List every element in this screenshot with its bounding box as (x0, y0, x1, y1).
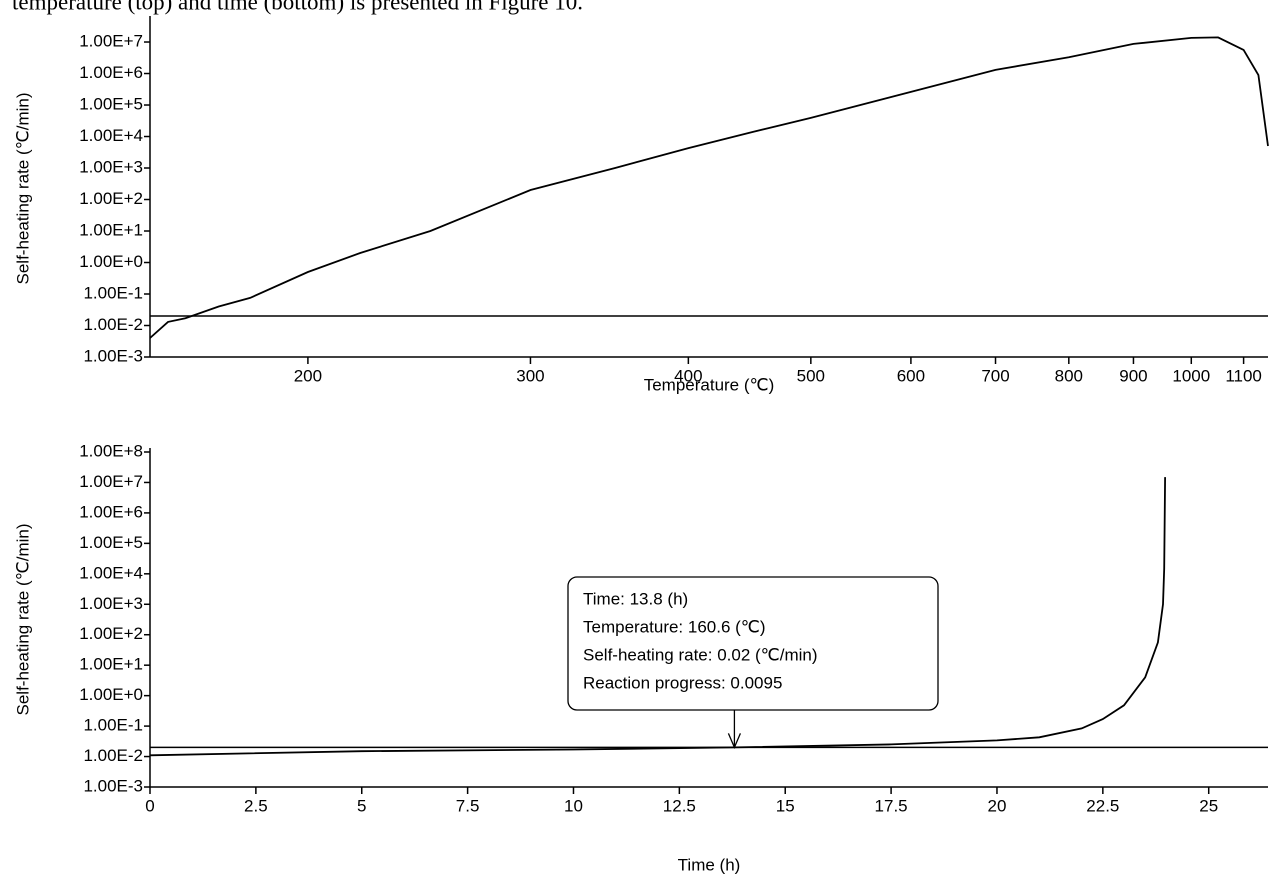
y-tick-label: 1.00E+2 (79, 624, 143, 643)
y-tick-label: 1.00E-1 (83, 716, 143, 735)
x-tick-label: 600 (897, 366, 925, 385)
y-tick-label: 1.00E+8 (79, 441, 143, 460)
y-tick-label: 1.00E+0 (79, 252, 143, 271)
x-tick-label: 17.5 (875, 796, 908, 815)
y-tick-label: 1.00E+5 (79, 94, 143, 113)
y-tick-label: 1.00E+1 (79, 655, 143, 674)
x-tick-label: 20 (988, 796, 1007, 815)
x-tick-label: 500 (797, 366, 825, 385)
x-tick-label: 10 (564, 796, 583, 815)
y-axis-title: Self-heating rate (℃/min) (13, 524, 32, 716)
x-tick-label: 12.5 (663, 796, 696, 815)
x-tick-label: 300 (516, 366, 544, 385)
y-tick-label: 1.00E+5 (79, 533, 143, 552)
x-tick-label: 25 (1199, 796, 1218, 815)
callout-text: Temperature: 160.6 (℃) (583, 617, 766, 636)
x-tick-label: 2.5 (244, 796, 268, 815)
x-tick-label: 1100 (1225, 366, 1262, 385)
x-tick-label: 800 (1055, 366, 1083, 385)
y-tick-label: 1.00E+6 (79, 502, 143, 521)
data-line (149, 477, 1166, 757)
x-tick-label: 0 (145, 796, 154, 815)
y-tick-label: 1.00E+3 (79, 594, 143, 613)
x-tick-label: 22.5 (1086, 796, 1119, 815)
y-tick-label: 1.00E+7 (79, 472, 143, 491)
x-tick-label: 700 (981, 366, 1009, 385)
callout-text: Reaction progress: 0.0095 (583, 673, 782, 692)
callout-text: Time: 13.8 (h) (583, 589, 688, 608)
callout-box (567, 576, 939, 711)
y-tick-label: 1.00E+2 (79, 189, 143, 208)
y-tick-label: 1.00E+7 (79, 32, 143, 51)
y-tick-label: 1.00E-2 (83, 746, 143, 765)
y-tick-label: 1.00E-1 (83, 283, 143, 302)
y-tick-label: 1.00E-3 (83, 776, 143, 795)
y-axis-title: Self-heating rate (℃/min) (13, 93, 32, 285)
arrow-head (727, 733, 742, 750)
x-tick-label: 5 (357, 796, 366, 815)
x-axis-title: Temperature (℃) (644, 375, 775, 394)
callout: Time: 13.8 (h) Temperature: 160.6 (℃) Self… (567, 576, 939, 750)
callout-text: Self-heating rate: 0.02 (℃/min) (583, 645, 818, 664)
x-tick-label: 900 (1119, 366, 1147, 385)
y-tick-label: 1.00E+3 (79, 157, 143, 176)
y-tick-label: 1.00E-3 (83, 346, 143, 365)
y-tick-label: 1.00E+6 (79, 63, 143, 82)
y-tick-label: 1.00E+4 (79, 126, 143, 145)
y-tick-label: 1.00E+1 (79, 220, 143, 239)
y-tick-label: 1.00E-2 (83, 315, 143, 334)
x-tick-label: 400 (674, 366, 702, 385)
x-axis-title: Time (h) (678, 855, 741, 874)
x-tick-label: 1000 (1172, 366, 1210, 385)
x-tick-label: 15 (776, 796, 795, 815)
y-tick-label: 1.00E+0 (79, 685, 143, 704)
caption: temperature (top) and time (bottom) is p… (12, 0, 583, 14)
data-line (149, 36, 1269, 339)
y-tick-label: 1.00E+4 (79, 563, 143, 582)
x-tick-label: 7.5 (456, 796, 480, 815)
x-tick-label: 200 (294, 366, 322, 385)
